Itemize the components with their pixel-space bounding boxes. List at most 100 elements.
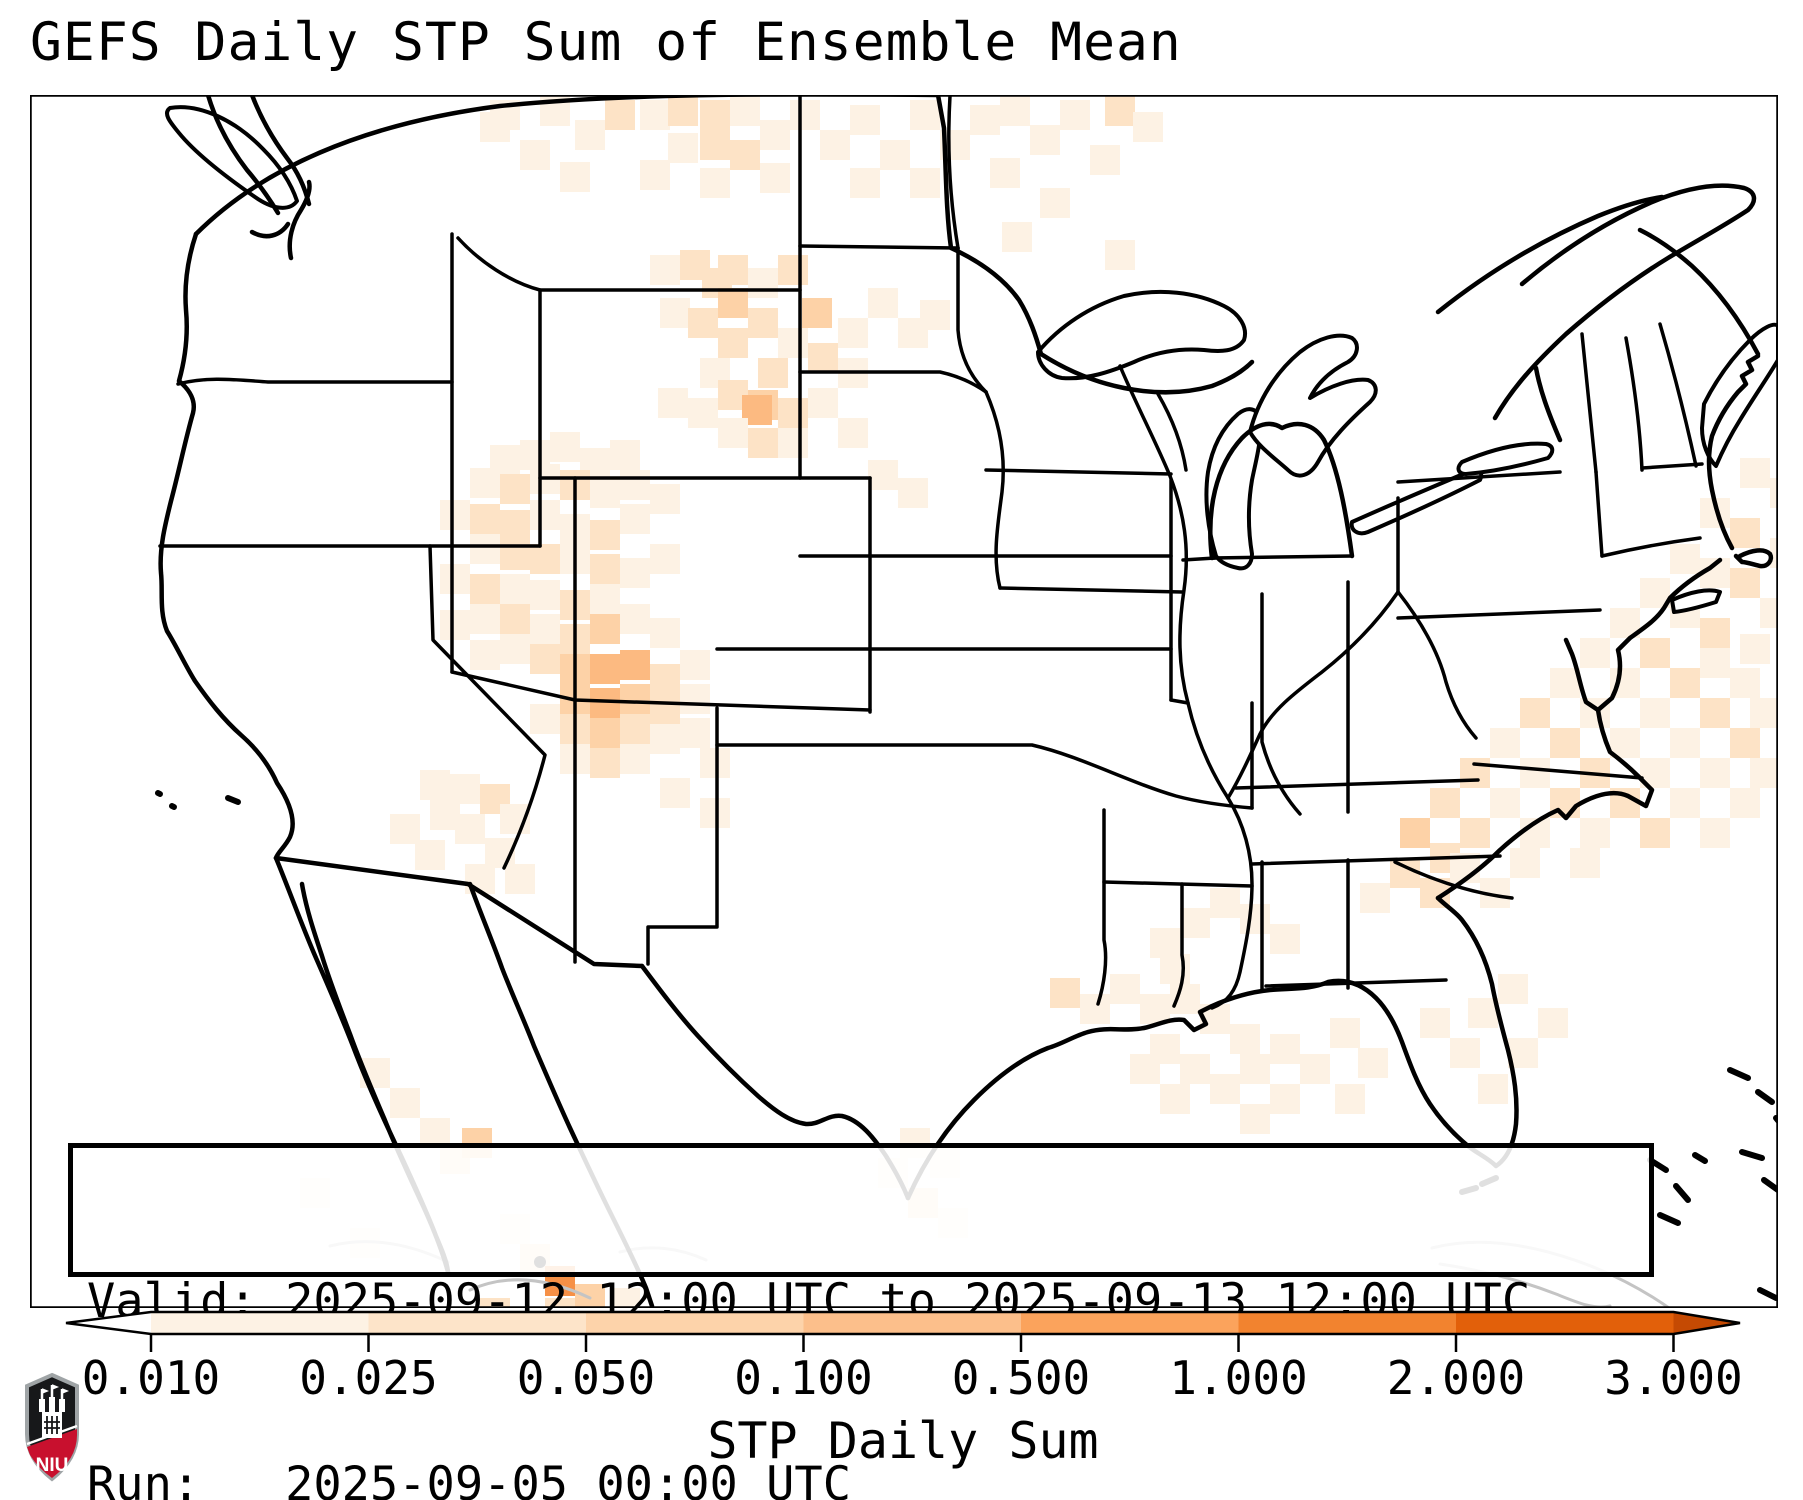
stp-cell: [748, 268, 778, 298]
colorbar-segment: [1021, 1312, 1239, 1334]
stp-cell: [590, 718, 620, 748]
stp-cell: [838, 318, 868, 348]
stp-cell: [1640, 698, 1670, 728]
colorbar-tick-label: 0.100: [734, 1351, 872, 1405]
stp-cell: [660, 298, 690, 328]
stp-cell: [1130, 1054, 1160, 1084]
stp-cell: [430, 800, 460, 830]
stp-cell: [1420, 1008, 1450, 1038]
stp-cell: [1670, 544, 1700, 574]
stp-cell: [1520, 758, 1550, 788]
stp-cell: [1230, 1024, 1260, 1054]
stp-cell: [1300, 1054, 1330, 1084]
stp-cell: [390, 1088, 420, 1118]
stp-cell: [778, 255, 808, 285]
map-background: [30, 95, 1778, 1308]
stp-cell: [520, 140, 550, 170]
stp-cell: [1460, 818, 1490, 848]
run-line: Run: 2025-09-05 00:00 UTC: [87, 1457, 852, 1500]
stp-cell: [1498, 974, 1528, 1004]
stp-cell: [470, 534, 500, 564]
stp-cell: [530, 580, 560, 610]
stp-cell: [898, 478, 928, 508]
puget-sound: [249, 179, 312, 261]
stp-cell: [575, 120, 605, 150]
stp-cell: [610, 1288, 640, 1308]
stp-cell: [650, 724, 680, 754]
stp-cell: [1670, 668, 1700, 698]
stp-cell: [1550, 668, 1580, 698]
stp-cell: [868, 288, 898, 318]
lake-superior: [1036, 289, 1247, 381]
colorbar-extend-right: [1673, 1312, 1740, 1334]
stp-cell: [1400, 818, 1430, 848]
stp-cell: [778, 428, 808, 458]
stp-cell: [1430, 788, 1460, 818]
stp-cell: [530, 500, 560, 530]
stp-cell: [1770, 478, 1778, 508]
stp-cell: [650, 664, 680, 694]
stp-cell: [808, 343, 838, 373]
stp-cell: [530, 614, 560, 644]
stp-cell: [650, 618, 680, 648]
stp-cell: [1140, 994, 1170, 1024]
colorbar-segment: [586, 1312, 804, 1334]
stp-cell: [668, 96, 698, 126]
stp-cell: [1730, 518, 1760, 548]
stp-cell: [500, 604, 530, 634]
long-island: [1670, 588, 1722, 614]
stp-cell: [700, 130, 730, 160]
colorbar-axis-label: STP Daily Sum: [707, 1412, 1098, 1470]
stp-cell: [640, 100, 670, 130]
stp-cell: [470, 468, 500, 498]
stp-cell: [1160, 1084, 1190, 1114]
stp-cell: [415, 840, 445, 870]
stp-cell: [700, 748, 730, 778]
stp-cell: [650, 694, 680, 724]
stp-cell: [420, 770, 450, 800]
stp-cell: [620, 714, 650, 744]
stp-cell: [1700, 758, 1730, 788]
colorbar-segment: [368, 1312, 587, 1334]
stp-cell: [790, 100, 820, 130]
stp-cell: [660, 778, 690, 808]
stp-cell: [1040, 188, 1070, 218]
stp-cell: [1050, 978, 1080, 1008]
colorbar: 0.010 0.025 0.050 0.100 0.500 1.000 2.00…: [65, 1310, 1743, 1470]
stp-cell: [545, 1298, 575, 1308]
stp-cell: [910, 168, 940, 198]
stp-cell: [668, 133, 698, 163]
stp-cell: [1478, 1074, 1508, 1104]
stp-cell: [500, 510, 530, 540]
stp-cell: [1210, 888, 1240, 918]
stp-cell: [910, 100, 940, 130]
michigan-up-shore: [1038, 351, 1255, 395]
niu-castle-icon: [39, 1384, 70, 1438]
nova-scotia: [1700, 322, 1778, 468]
stp-cell: [880, 140, 910, 170]
stp-cell: [505, 864, 535, 894]
stp-cell: [1160, 954, 1190, 984]
stp-cell: [470, 640, 500, 670]
stp-cell: [590, 554, 620, 584]
stp-cell: [605, 100, 635, 130]
stp-cell: [650, 255, 680, 285]
stp-cell: [1105, 240, 1135, 270]
stp-cell: [920, 300, 950, 330]
stp-cell: [1730, 568, 1760, 598]
stp-cell: [680, 650, 710, 680]
stp-cell: [1358, 1048, 1388, 1078]
stp-cell: [1270, 1034, 1300, 1064]
stp-cell: [970, 105, 1000, 135]
stp-cell: [1670, 728, 1700, 758]
stp-cell: [1133, 112, 1163, 142]
stp-cell: [500, 574, 530, 604]
mississippi-river: [1118, 364, 1254, 1010]
stp-cell: [1770, 538, 1778, 568]
stp-cell: [500, 634, 530, 664]
stp-cell: [1240, 1054, 1270, 1084]
stp-cell: [650, 544, 680, 574]
stp-cell: [530, 644, 560, 674]
stp-cell: [1180, 908, 1210, 938]
stp-cell: [850, 168, 880, 198]
